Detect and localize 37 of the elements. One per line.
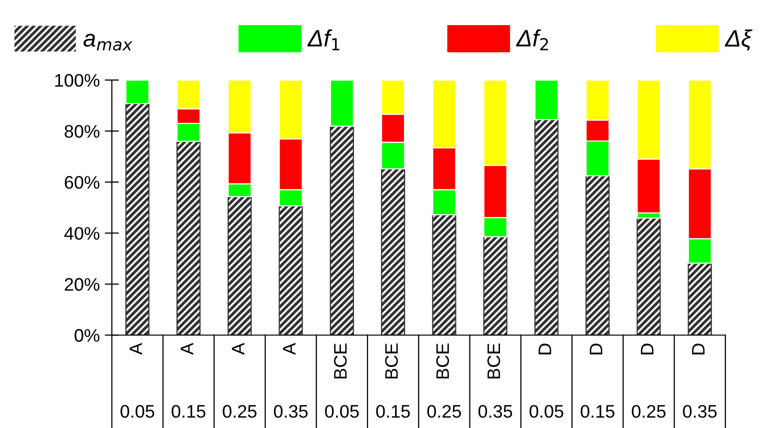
legend-label: a$_{max}$: [83, 34, 132, 51]
category-label: A 0.25: [222, 342, 256, 418]
category-label: A 0.35: [274, 342, 308, 418]
bar: [534, 80, 559, 120]
bar: [586, 175, 610, 336]
bar: [330, 126, 354, 336]
bar: [432, 214, 456, 336]
category-label: D 0.05: [530, 344, 564, 418]
y-tick-label: 60%: [64, 176, 100, 189]
bar: [636, 217, 661, 336]
legend-label: Δf$_{2}$: [516, 29, 548, 50]
bar: [125, 80, 150, 104]
bar: [534, 119, 559, 336]
category-label: D 0.15: [580, 344, 614, 418]
bar: [228, 196, 252, 336]
legend-label: Δξ: [724, 29, 752, 51]
category-label: A 0.15: [172, 342, 206, 418]
bar: [483, 236, 508, 336]
category-label: BCE 0.05: [325, 344, 359, 418]
category-label: BCE 0.35: [478, 344, 512, 418]
category-label: D 0.35: [682, 344, 717, 418]
category-label: A 0.05: [120, 342, 154, 418]
bar: [176, 140, 201, 336]
bar: [278, 205, 303, 336]
category-label: BCE 0.25: [427, 344, 461, 418]
bar: [330, 80, 354, 127]
y-tick-label: 100%: [55, 74, 100, 87]
y-tick-label: 0%: [74, 329, 100, 342]
y-tick-label: 40%: [64, 227, 100, 240]
legend-label: Δf$_{1}$: [307, 29, 340, 50]
bar: [688, 262, 712, 336]
category-label: D 0.25: [632, 344, 666, 418]
y-tick-label: 20%: [64, 278, 100, 291]
bar: [125, 102, 150, 336]
y-tick-label: 80%: [64, 124, 100, 138]
bar: [380, 168, 406, 336]
category-label: BCE 0.15: [376, 344, 410, 418]
